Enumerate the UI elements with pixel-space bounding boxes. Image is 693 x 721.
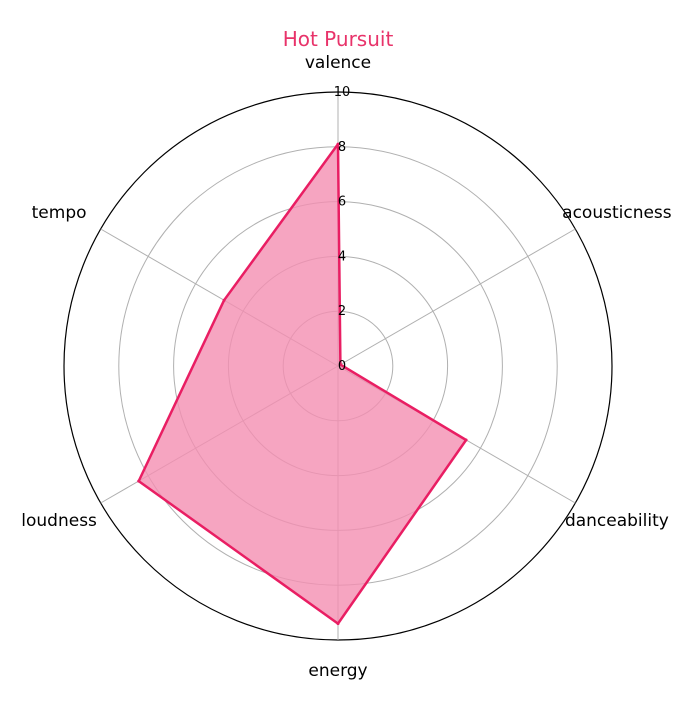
axis-label-valence: valence <box>305 53 371 73</box>
data-point-valence <box>336 142 340 146</box>
axis-label-acousticness: acousticness <box>562 203 672 223</box>
axis-label-loudness: loudness <box>21 511 97 531</box>
tick-label: 10 <box>334 85 351 100</box>
tick-label: 8 <box>338 140 346 155</box>
chart-title: Hot Pursuit <box>283 27 394 51</box>
axis-label-tempo: tempo <box>32 203 87 223</box>
spoke-acousticness <box>337 228 576 367</box>
data-point-energy <box>336 622 340 626</box>
radial-ticks: 0 2 4 6 8 10 <box>334 85 351 374</box>
tick-label: 6 <box>338 195 346 210</box>
tick-label: 4 <box>338 249 346 264</box>
data-point-loudness <box>137 479 141 483</box>
data-point-tempo <box>222 298 226 302</box>
axis-label-energy: energy <box>308 661 367 681</box>
series-area <box>138 144 467 624</box>
axis-labels: valence acousticness danceability energy lou… <box>21 53 672 681</box>
tick-label: 2 <box>338 304 346 319</box>
data-point-acousticness <box>338 363 342 367</box>
data-point-danceability <box>464 438 468 442</box>
axis-label-danceability: danceability <box>565 511 669 531</box>
tick-label: 0 <box>338 359 346 374</box>
series-layer <box>137 142 468 626</box>
